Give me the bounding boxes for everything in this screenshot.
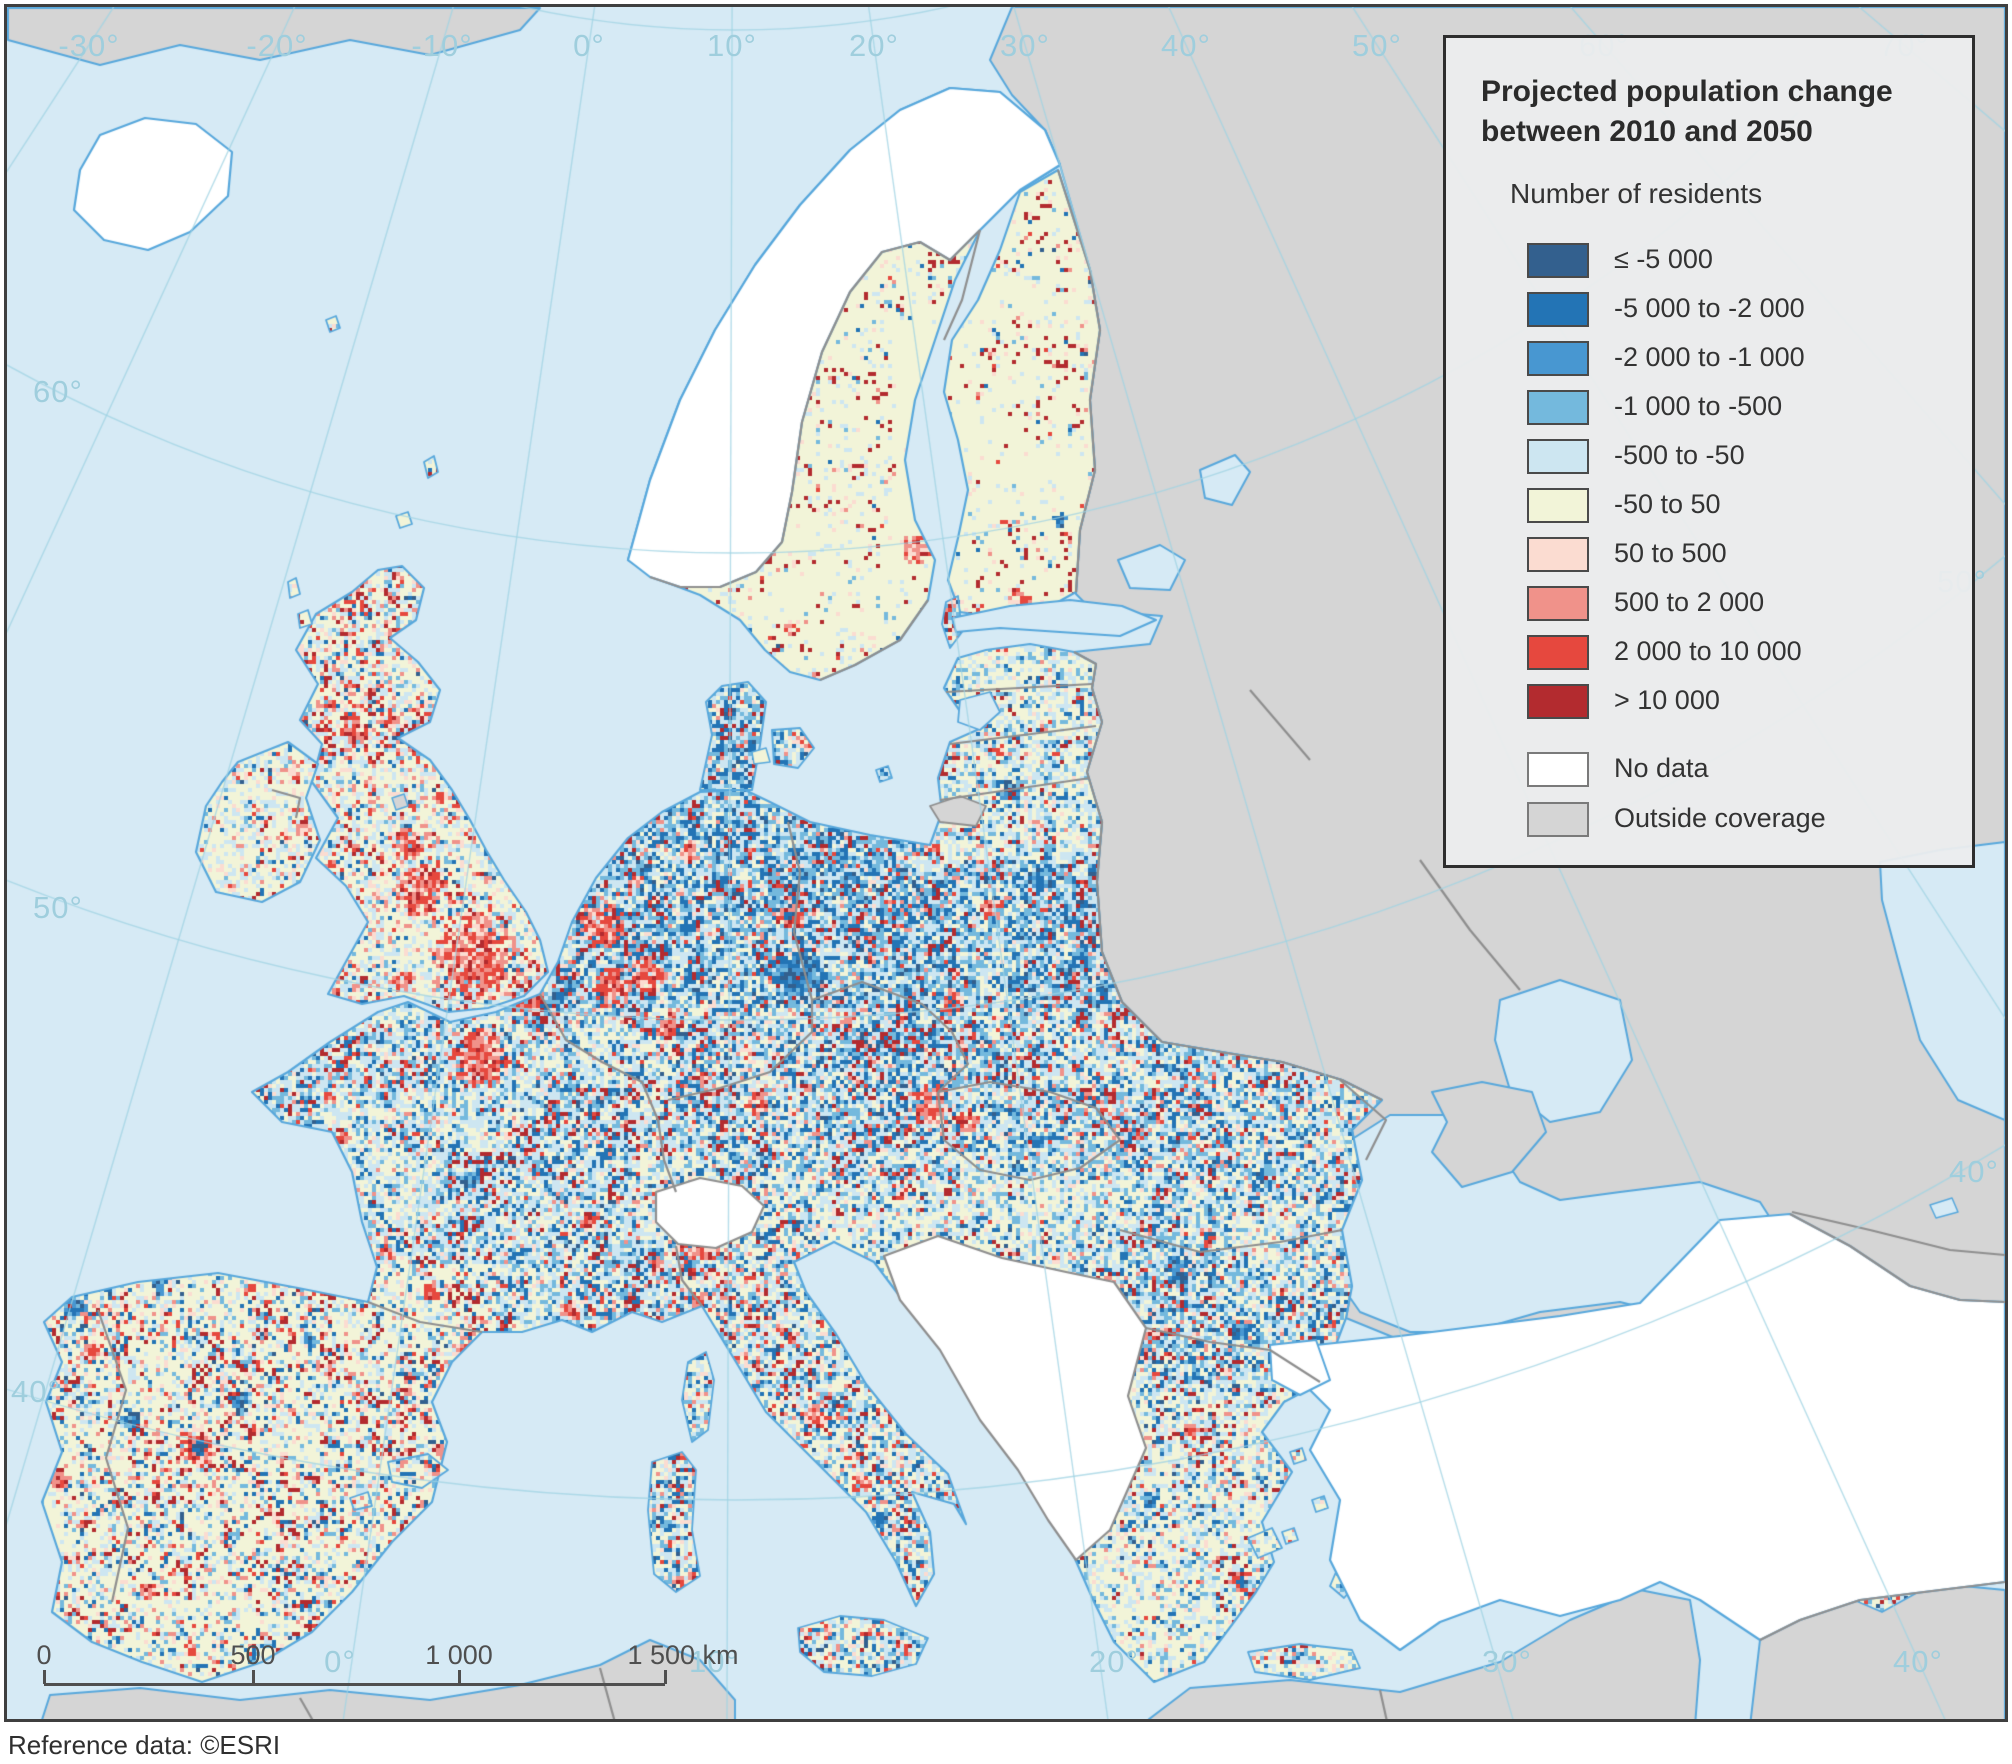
- legend-swatch: [1527, 634, 1589, 670]
- legend-item-label: 50 to 500: [1614, 537, 1727, 568]
- legend-item-label: -5 000 to -2 000: [1614, 292, 1805, 323]
- legend-subtitle: Number of residents: [1510, 178, 1763, 209]
- legend-swatch: [1527, 487, 1589, 523]
- legend-item-label: -2 000 to -1 000: [1614, 341, 1805, 372]
- legend-swatch: [1527, 801, 1589, 837]
- legend-swatch: [1527, 683, 1589, 719]
- legend-item-class-4: -500 to -50: [1446, 438, 1972, 474]
- legend-item-label: -1 000 to -500: [1614, 390, 1783, 421]
- legend-item-label: No data: [1614, 752, 1709, 783]
- legend-item-no-data: No data: [1446, 751, 1972, 787]
- legend-item-class-3: -1 000 to -500: [1446, 389, 1972, 425]
- legend-item-label: -500 to -50: [1614, 439, 1745, 470]
- attribution: Reference data: ©ESRI: [8, 1730, 281, 1760]
- legend-swatch: [1527, 340, 1589, 376]
- legend-item-class-1: -5 000 to -2 000: [1446, 291, 1972, 327]
- legend-item-class-8: 2 000 to 10 000: [1446, 634, 1972, 670]
- legend-title-line1: Projected population change: [1481, 75, 1893, 108]
- legend-item-label: Outside coverage: [1614, 802, 1826, 833]
- legend-swatch: [1527, 536, 1589, 572]
- legend-item-class-5: -50 to 50: [1446, 487, 1972, 523]
- legend-item-class-0: ≤ -5 000: [1446, 242, 1972, 278]
- legend-item-label: -50 to 50: [1614, 488, 1721, 519]
- legend-swatch: [1527, 291, 1589, 327]
- legend-item-label: 500 to 2 000: [1614, 586, 1765, 617]
- map-legend: Projected population change between 2010…: [1443, 35, 1975, 868]
- legend-title: Projected population change between 2010…: [1481, 72, 1951, 152]
- legend-title-line2: between 2010 and 2050: [1481, 115, 1813, 148]
- legend-item-class-9: > 10 000: [1446, 683, 1972, 719]
- legend-swatch: [1527, 751, 1589, 787]
- legend-item-label: > 10 000: [1614, 684, 1720, 715]
- legend-item-label: 2 000 to 10 000: [1614, 635, 1802, 666]
- legend-item-class-6: 50 to 500: [1446, 536, 1972, 572]
- legend-swatch: [1527, 389, 1589, 425]
- legend-item-outside-coverage: Outside coverage: [1446, 801, 1972, 837]
- legend-item-label: ≤ -5 000: [1614, 243, 1713, 274]
- legend-swatch: [1527, 438, 1589, 474]
- legend-item-class-2: -2 000 to -1 000: [1446, 340, 1972, 376]
- legend-swatch: [1527, 242, 1589, 278]
- legend-item-class-7: 500 to 2 000: [1446, 585, 1972, 621]
- legend-swatch: [1527, 585, 1589, 621]
